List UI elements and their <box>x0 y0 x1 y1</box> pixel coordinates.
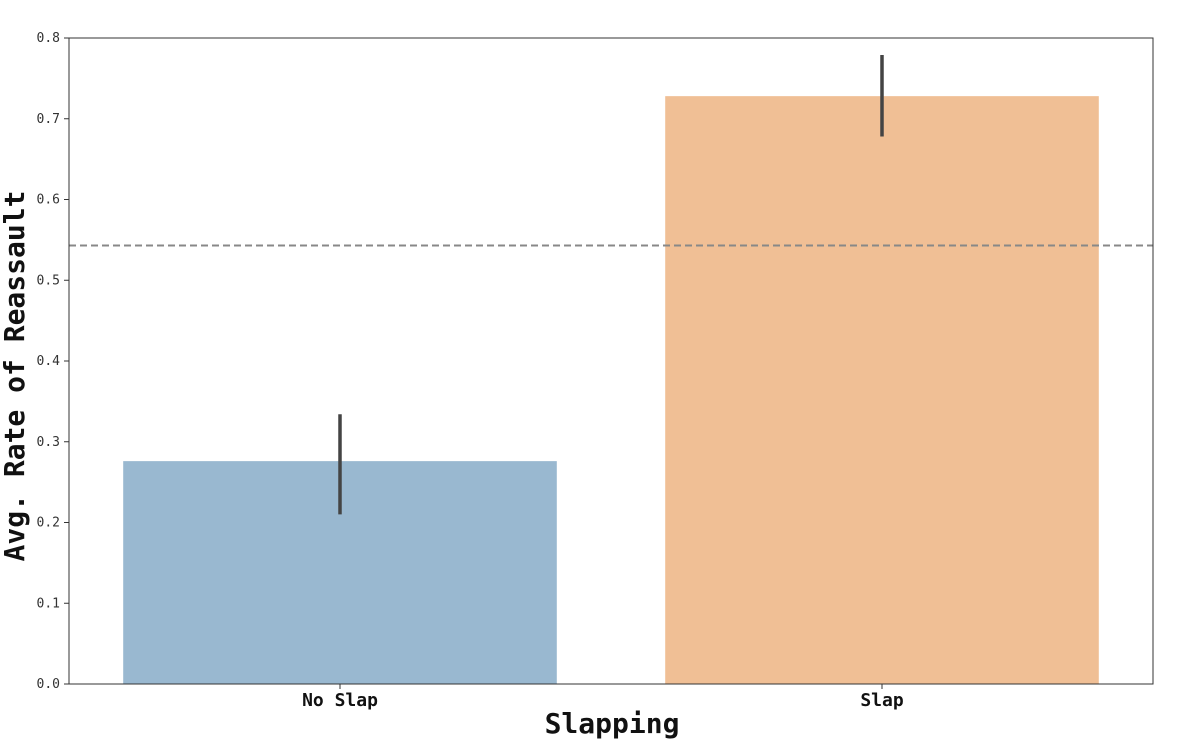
y-tick-label: 0.0 <box>37 677 60 692</box>
x-axis-ticks: No Slap Slap <box>302 684 904 711</box>
y-tick-label: 0.8 <box>37 31 60 46</box>
y-tick-label: 0.2 <box>37 516 60 531</box>
plot-area <box>68 37 1154 685</box>
y-tick-label: 0.4 <box>37 354 61 369</box>
x-axis-title: Slapping <box>545 707 680 740</box>
y-tick-label: 0.3 <box>37 435 60 450</box>
x-tick-label-slap: Slap <box>860 690 904 711</box>
bar-slap <box>665 96 1099 684</box>
y-tick-label: 0.1 <box>37 596 60 611</box>
y-axis-ticks: 0.0 0.1 0.2 0.3 0.4 0.5 0.6 0.7 0.8 <box>37 31 69 692</box>
y-tick-label: 0.6 <box>37 193 60 208</box>
y-tick-label: 0.5 <box>37 273 60 288</box>
y-axis-title: Avg. Rate of Reassault <box>0 191 31 562</box>
y-tick-label: 0.7 <box>37 112 60 127</box>
x-tick-label-no-slap: No Slap <box>302 690 378 711</box>
